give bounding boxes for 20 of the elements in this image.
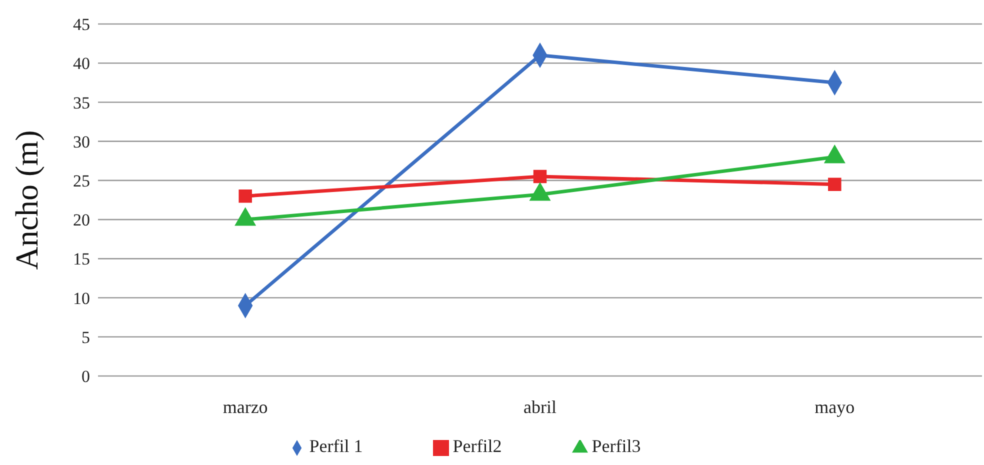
y-tick-label: 15 (73, 250, 90, 269)
y-tick-label: 25 (73, 171, 90, 190)
x-tick-label: mayo (814, 396, 855, 417)
point (828, 178, 842, 191)
point (533, 170, 547, 184)
y-tick-label: 40 (73, 54, 90, 74)
legend-label: Perfil 1 (309, 436, 363, 456)
x-tick-label: abril (524, 396, 556, 417)
y-tick-label: 20 (73, 210, 90, 230)
point (238, 189, 252, 203)
y-axis-title: Ancho (m) (8, 130, 44, 270)
y-tick-label: 30 (73, 132, 90, 152)
y-tick-label: 5 (82, 328, 90, 347)
y-tick-label: 10 (73, 288, 90, 308)
y-tick-label: 35 (73, 93, 90, 112)
x-tick-label: marzo (222, 396, 268, 417)
y-tick-label: 45 (73, 15, 90, 34)
legend-label: Perfil3 (592, 436, 641, 456)
legend-label: Perfil2 (452, 436, 502, 456)
y-tick-label: 0 (82, 367, 90, 386)
